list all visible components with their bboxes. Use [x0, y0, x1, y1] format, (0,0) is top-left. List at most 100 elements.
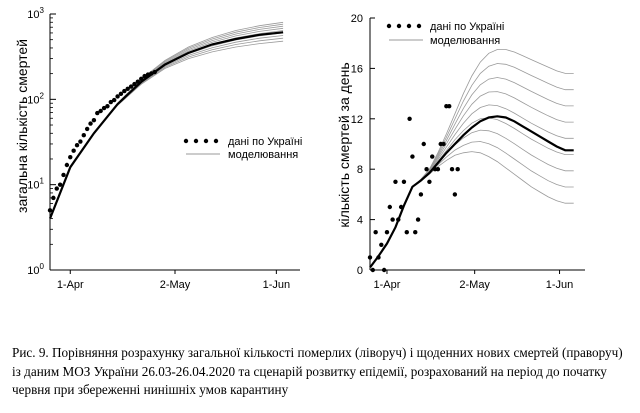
model-curve: [369, 91, 574, 268]
model-curve: [369, 63, 574, 268]
data-point: [396, 217, 401, 222]
legend-model-label: моделювання: [228, 149, 298, 161]
data-point: [122, 88, 127, 94]
data-point: [135, 79, 141, 84]
legend-data-label: дані по Україні: [430, 21, 504, 33]
y-tick-label: 100: [27, 262, 44, 277]
legend: дані по Україні моделювання: [183, 136, 302, 161]
data-point: [415, 217, 421, 222]
x-tick-label: 1-Jun: [263, 279, 291, 291]
data-point: [421, 141, 426, 147]
y-tick-label: 0: [357, 265, 363, 277]
y-tick-label: 101: [27, 177, 44, 192]
y-axis-label: кількість смертей за день: [336, 62, 352, 227]
data-point: [142, 73, 147, 79]
data-point: [149, 71, 154, 76]
model-curve: [49, 30, 284, 219]
data-point: [54, 186, 59, 191]
data-point: [84, 126, 90, 132]
data-point: [370, 267, 376, 273]
y-tick-label: 20: [351, 13, 363, 25]
model-curve: [49, 40, 284, 219]
data-point: [139, 76, 144, 82]
data-point: [118, 91, 124, 97]
data-point: [64, 162, 70, 168]
data-point: [95, 110, 100, 116]
data-point: [387, 204, 393, 210]
chart-total-deaths: загальна кількість смертей дані по Украї…: [14, 6, 302, 291]
data-point: [132, 81, 137, 87]
model-curve: [369, 49, 574, 268]
data-point: [108, 99, 114, 105]
model-curve: [369, 151, 574, 268]
legend-dot: [203, 138, 209, 144]
y-tick-label: 12: [351, 114, 363, 126]
model-curve: [49, 21, 284, 219]
data-point: [88, 121, 93, 126]
data-point: [376, 255, 381, 260]
data-point: [47, 208, 53, 213]
legend-model-label: моделювання: [430, 35, 500, 47]
data-point: [57, 182, 63, 187]
data-point: [51, 195, 56, 201]
data-point: [404, 230, 409, 235]
model-curve: [369, 104, 574, 268]
y-tick-label: 16: [351, 63, 363, 75]
model-curve: [49, 27, 284, 219]
x-tick-label: 2-May: [160, 279, 191, 291]
model-curve: [369, 129, 574, 268]
x-tick-label: 1-Jun: [546, 279, 574, 291]
data-point: [384, 230, 390, 235]
legend: дані по Україні моделювання: [386, 21, 504, 47]
legend-dot: [416, 23, 422, 29]
model-curve: [49, 25, 284, 219]
model-curve-main: [48, 31, 284, 220]
data-point: [424, 167, 429, 172]
data-point: [413, 230, 418, 235]
legend-data-label: дані по Україні: [228, 136, 302, 148]
data-point: [441, 141, 446, 147]
x-tick-label: 1-Apr: [374, 279, 401, 291]
data-point: [427, 179, 432, 184]
legend-dot: [193, 138, 199, 144]
data-point: [68, 154, 73, 160]
data-point: [447, 104, 452, 109]
data-point: [452, 192, 458, 197]
data-point: [91, 117, 97, 123]
data-point: [81, 132, 86, 138]
model-curve: [369, 141, 574, 268]
data-point: [128, 84, 134, 89]
model-curve: [49, 23, 284, 219]
legend-dot: [396, 23, 402, 29]
x-tick-label: 2-May: [459, 279, 490, 291]
data-point: [398, 204, 404, 210]
data-point: [455, 167, 460, 172]
data-point: [105, 104, 110, 109]
data-point: [430, 154, 435, 159]
data-point: [78, 139, 83, 144]
y-axis-label: загальна кількість смертей: [14, 39, 30, 213]
data-point: [71, 148, 76, 153]
data-point: [435, 167, 441, 172]
data-point: [379, 242, 384, 247]
chart-daily-deaths: кількість смертей за день дані по Україн…: [336, 13, 585, 291]
data-point: [410, 154, 415, 159]
data-point: [125, 86, 130, 91]
data-point: [407, 116, 412, 122]
y-tick-label: 4: [357, 215, 363, 227]
legend-dot: [386, 23, 392, 29]
data-point: [418, 192, 424, 197]
legend-dot: [183, 138, 189, 144]
data-point: [367, 255, 373, 260]
data-point: [390, 217, 395, 222]
data-point: [101, 105, 107, 111]
data-point: [381, 267, 387, 273]
data-point: [373, 230, 378, 235]
data-point: [98, 108, 103, 114]
model-curve: [369, 117, 574, 268]
data-point: [152, 69, 157, 75]
y-tick-label: 103: [27, 6, 44, 21]
legend-dot: [406, 23, 412, 29]
model-curve-main: [369, 115, 574, 269]
